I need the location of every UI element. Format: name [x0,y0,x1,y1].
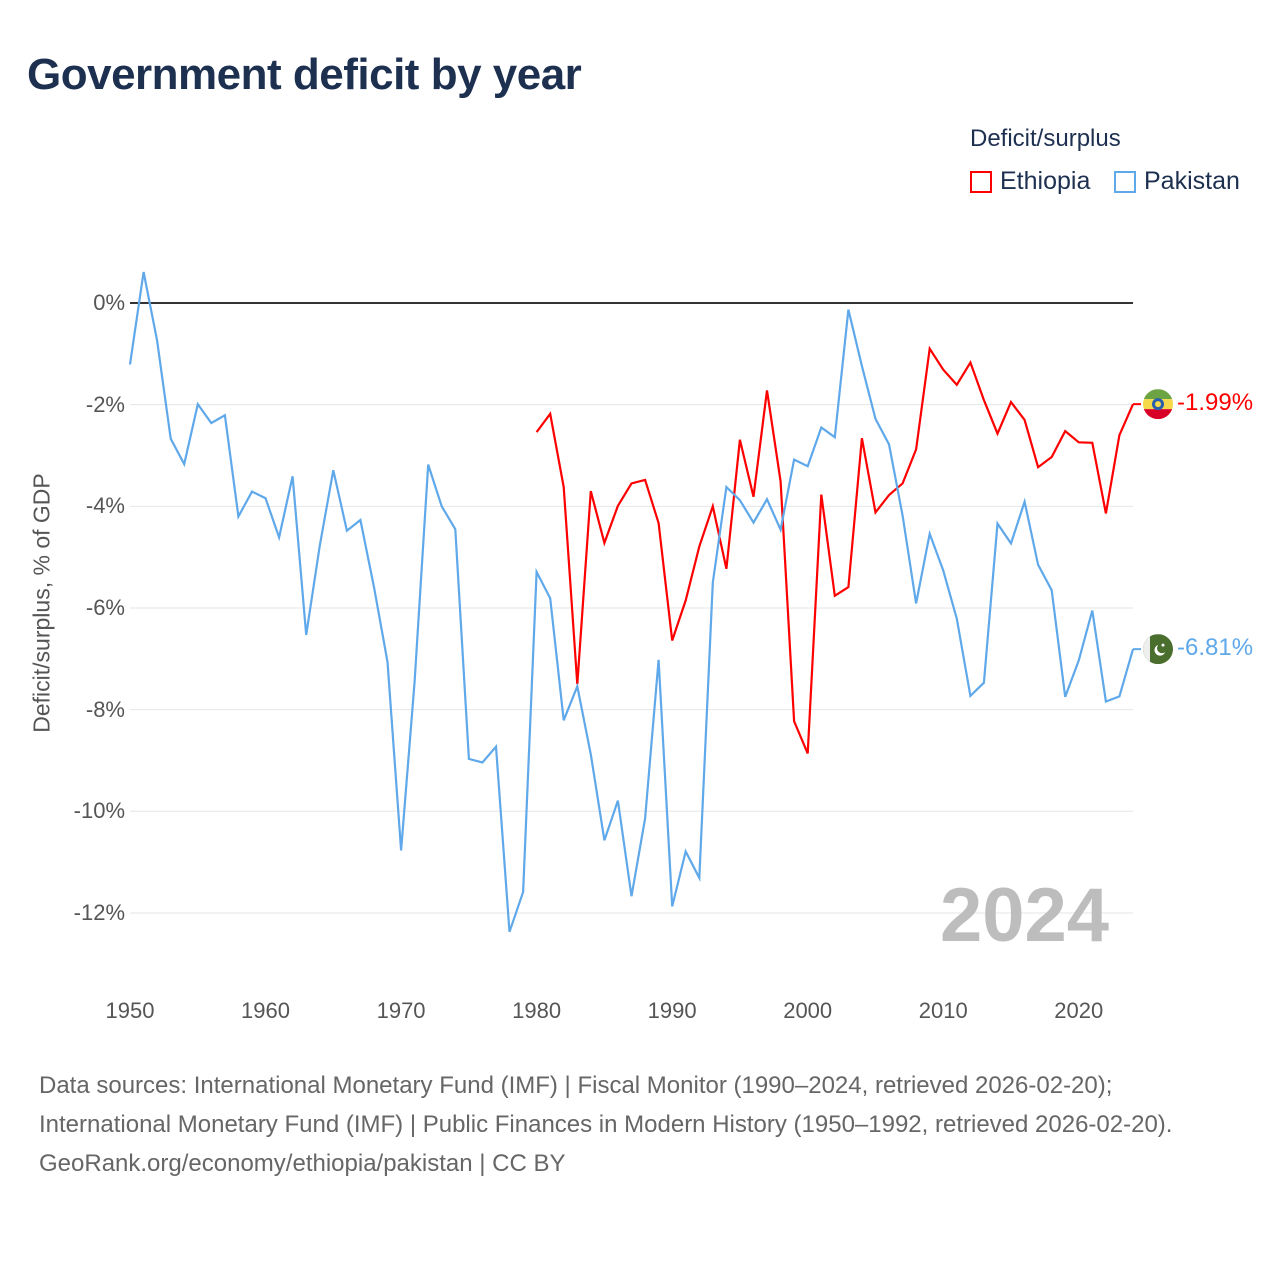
y-tick-label: -10% [73,798,125,824]
x-tick-label: 1960 [241,998,291,1023]
legend-item-pakistan[interactable]: Pakistan [1114,167,1240,196]
footer: Data sources: International Monetary Fun… [39,1066,1239,1183]
y-tick-label: 0% [93,290,125,315]
y-tick-label: -2% [85,391,125,417]
y-tick-label: -4% [85,493,125,519]
attribution-link[interactable]: GeoRank.org/economy/ethiopia/pakistan | … [39,1150,566,1177]
current-year-label: 2024 [940,873,1110,958]
y-tick-label: -6% [85,594,125,620]
y-tick-label: -12% [73,899,125,925]
x-tick-label: 1950 [105,998,155,1023]
x-tick-label: 1980 [512,998,562,1023]
ethiopia-flag-icon [1143,389,1173,420]
x-tick-label: 1990 [647,998,697,1023]
legend-item-ethiopia[interactable]: Ethiopia [970,167,1090,196]
pakistan-flag-icon [1143,634,1173,665]
x-tick-label: 2010 [918,998,968,1023]
x-tick-label: 2020 [1054,998,1104,1023]
legend-label-pakistan: Pakistan [1144,167,1240,195]
y-axis-label: Deficit/surplus, % of GDP [28,473,55,733]
legend-swatch-pakistan [1114,170,1136,193]
series-line-pakistan [128,271,1135,933]
y-tick-label: -8% [85,696,125,722]
legend-title: Deficit/surplus [970,125,1121,152]
series-line-ethiopia [535,345,1135,754]
end-label-pakistan: -6.81% [1177,634,1254,661]
legend-label-ethiopia: Ethiopia [1000,167,1091,195]
legend-swatch-ethiopia [970,170,992,193]
end-label-ethiopia: -1.99% [1177,389,1254,416]
x-tick-label: 1970 [376,998,426,1023]
chart-title: Government deficit by year [27,50,582,99]
x-tick-label: 2000 [783,998,833,1023]
data-sources: Data sources: International Monetary Fun… [39,1072,1173,1138]
